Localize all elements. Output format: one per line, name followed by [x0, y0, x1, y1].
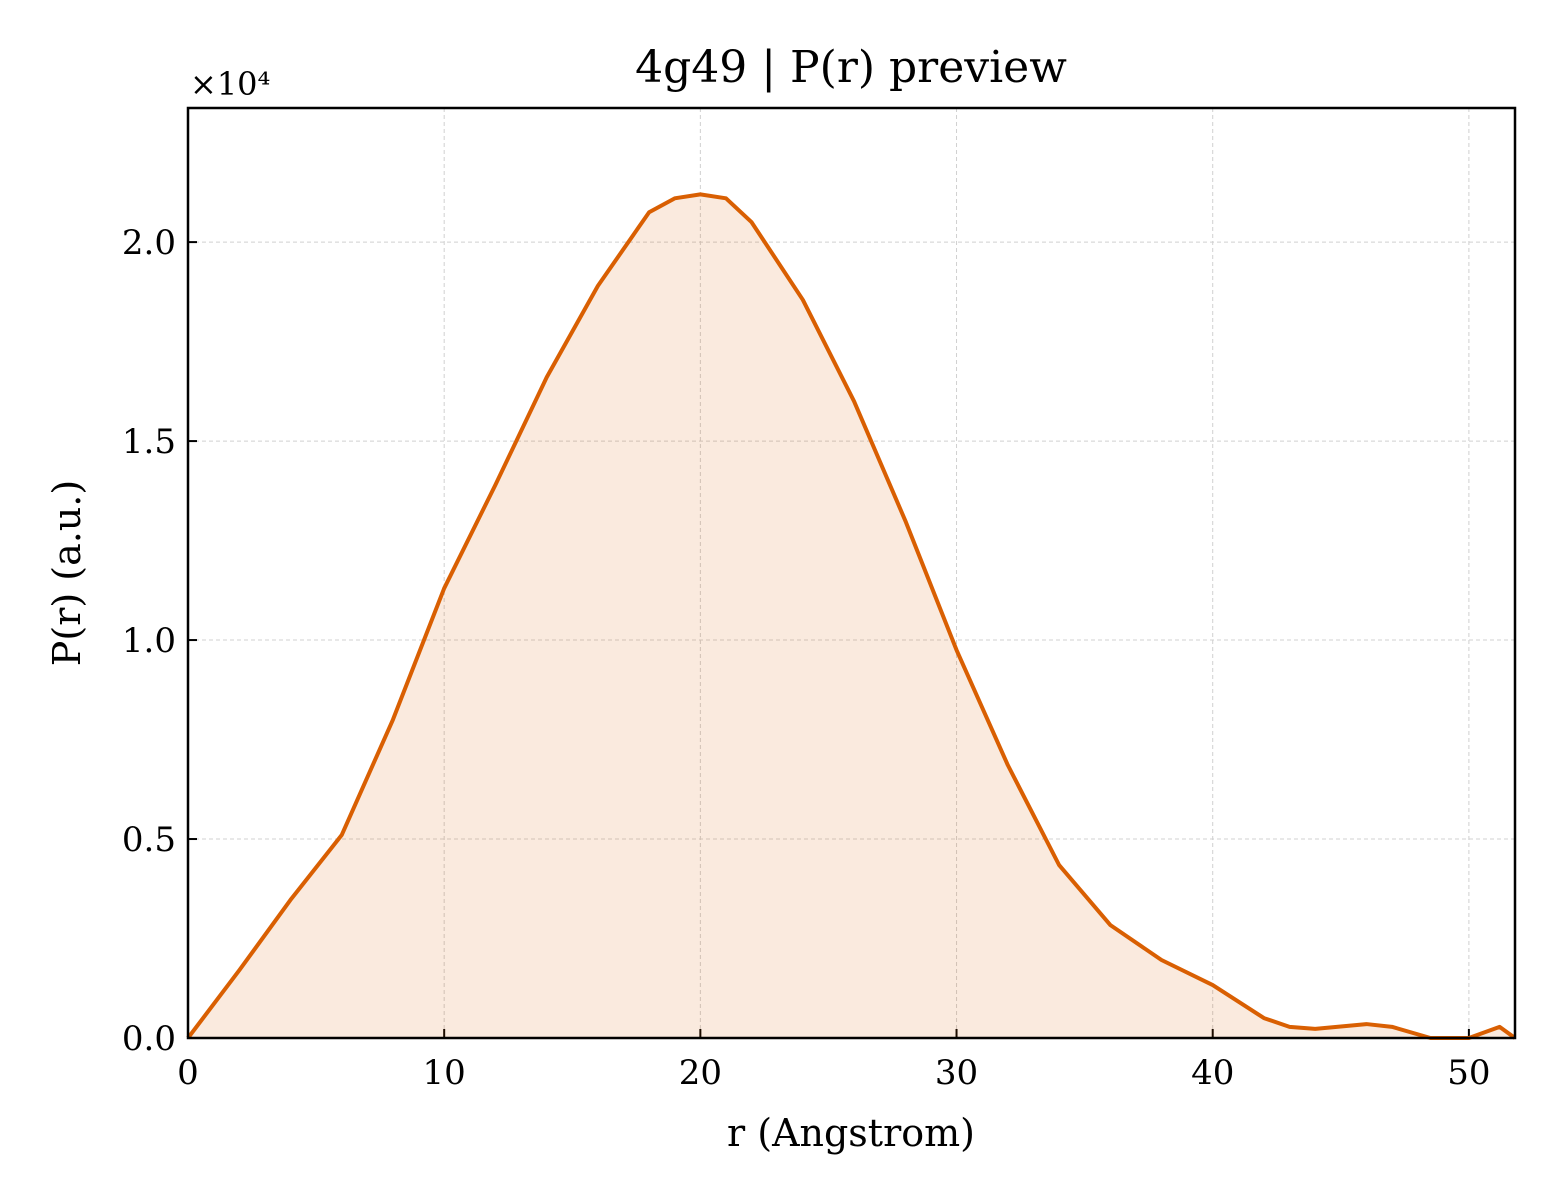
x-tick-label: 40: [1191, 1053, 1234, 1093]
x-tick-label: 0: [177, 1053, 199, 1093]
y-tick-label: 1.5: [122, 422, 176, 462]
y-axis-label: P(r) (a.u.): [45, 480, 89, 666]
x-tick-label: 50: [1447, 1053, 1490, 1093]
x-axis-label: r (Angstrom): [727, 1111, 975, 1155]
y-tick-label: 0.5: [122, 820, 176, 860]
x-tick-label: 10: [423, 1053, 466, 1093]
line: [186, 192, 1517, 1040]
plot-frame: [186, 106, 1517, 1040]
y-tick-label: 1.0: [122, 621, 176, 661]
y-tick-label: 0.0: [122, 1019, 176, 1059]
x-tick-label: 30: [935, 1053, 978, 1093]
x-tick-label: 20: [679, 1053, 722, 1093]
area: [188, 194, 1515, 1038]
y-tick-label: 2.0: [122, 223, 176, 263]
offset-text: ×10⁴: [190, 65, 270, 103]
chart-title: 4g49 | P(r) preview: [635, 42, 1067, 93]
